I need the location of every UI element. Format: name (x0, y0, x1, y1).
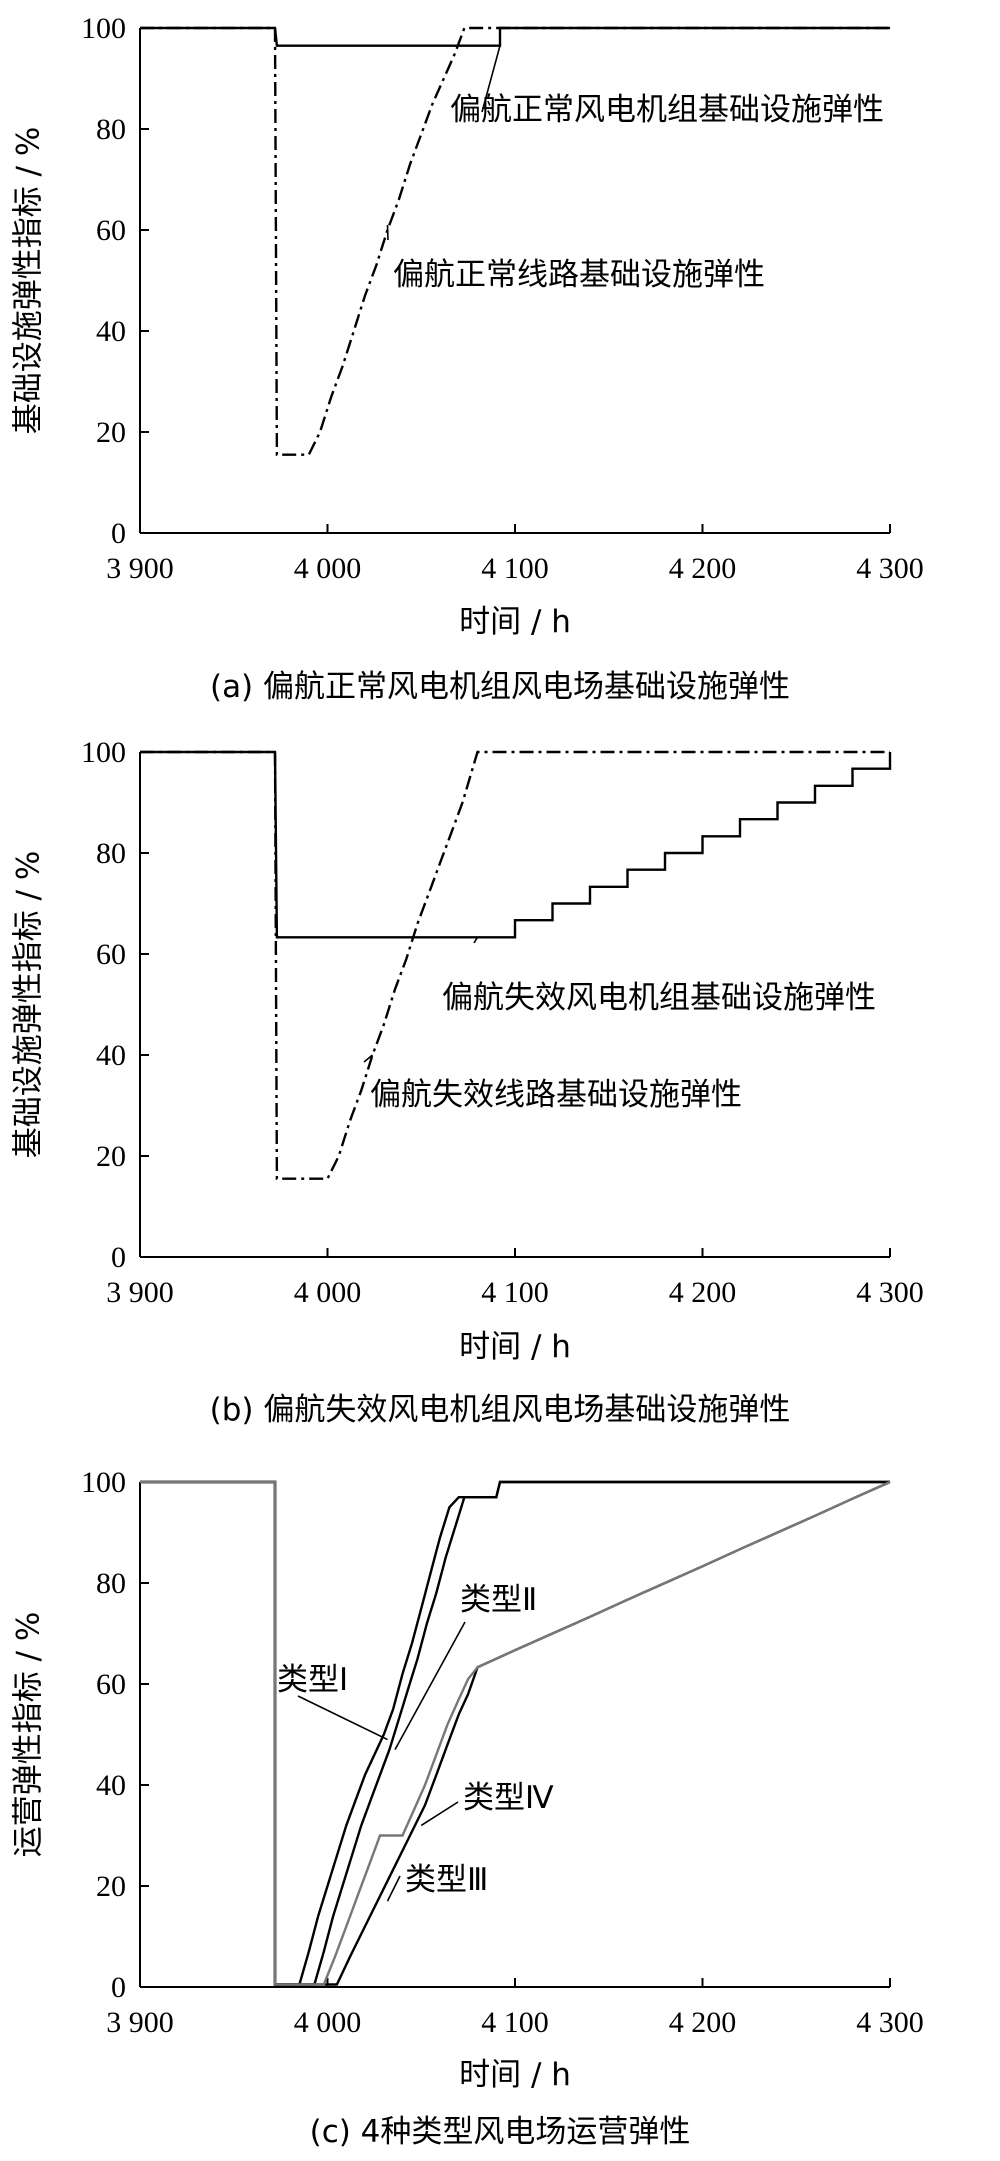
x-tick-label: 4 200 (669, 2006, 737, 2039)
y-tick-label: 40 (96, 1039, 126, 1072)
annotation-leader (386, 224, 389, 241)
y-tick-label: 60 (96, 938, 126, 971)
x-tick-label: 4 300 (856, 552, 924, 585)
y-tick-label: 40 (96, 315, 126, 348)
x-tick-label: 4 100 (481, 552, 549, 585)
annotation-label: 偏航正常线路基础设施弹性 (393, 257, 765, 293)
annotation-leader (473, 936, 479, 944)
annotation-leader (363, 1054, 374, 1063)
annotation-leader (420, 1801, 459, 1827)
x-tick-label: 4 000 (294, 552, 362, 585)
y-axis-title: 基础设施弹性指标 / % (11, 851, 47, 1159)
x-axis-title: 时间 / h (459, 1329, 571, 1365)
x-axis-title: 时间 / h (459, 2057, 571, 2093)
series-line (140, 750, 890, 1180)
annotation-leader (297, 1695, 388, 1741)
x-tick-label: 4 100 (481, 2006, 549, 2039)
y-tick-label: 20 (96, 1870, 126, 1903)
series-line (140, 26, 890, 47)
x-axis-title: 时间 / h (459, 604, 571, 640)
annotation-leader (394, 1621, 466, 1751)
annotation-label: 类型Ⅱ (460, 1582, 537, 1618)
y-axis-title: 运营弹性指标 / % (11, 1612, 47, 1858)
annotation-label: 类型Ⅳ (463, 1780, 554, 1816)
x-tick-label: 4 000 (294, 2006, 362, 2039)
y-axis-title: 基础设施弹性指标 / % (11, 127, 47, 435)
annotation-label: 偏航失效线路基础设施弹性 (370, 1077, 742, 1113)
y-tick-label: 20 (96, 1140, 126, 1173)
x-tick-label: 4 200 (669, 552, 737, 585)
x-tick-label: 4 000 (294, 1276, 362, 1309)
x-tick-label: 3 900 (106, 1276, 174, 1309)
y-tick-label: 100 (81, 12, 126, 45)
series-line (140, 26, 890, 456)
annotation-leader (386, 1875, 401, 1902)
y-tick-label: 100 (81, 736, 126, 769)
x-tick-label: 4 300 (856, 1276, 924, 1309)
y-tick-label: 0 (111, 1971, 126, 2004)
x-tick-label: 4 100 (481, 1276, 549, 1309)
x-tick-label: 3 900 (106, 2006, 174, 2039)
y-tick-label: 0 (111, 517, 126, 550)
y-tick-label: 80 (96, 113, 126, 146)
annotation-label: 偏航失效风电机组基础设施弹性 (442, 980, 876, 1016)
series-line (140, 750, 892, 939)
y-tick-label: 40 (96, 1769, 126, 1802)
chart-panel: 0 20 40 60 80 100 3 900 4 000 4 100 4 200 4 300 时间 … (11, 12, 924, 705)
y-tick-label: 60 (96, 214, 126, 247)
y-tick-label: 100 (81, 1466, 126, 1499)
annotation-label: 类型Ⅰ (277, 1662, 348, 1698)
chart-panel: 0 20 40 60 80 100 3 900 4 000 4 100 4 200 4 300 时间 … (11, 1466, 924, 2150)
chart-caption: (c) 4种类型风电场运营弹性 (310, 2114, 691, 2150)
y-tick-label: 60 (96, 1668, 126, 1701)
annotation-label: 偏航正常风电机组基础设施弹性 (450, 92, 884, 128)
series-line (140, 1480, 890, 1986)
x-tick-label: 4 200 (669, 1276, 737, 1309)
y-tick-label: 80 (96, 1567, 126, 1600)
x-tick-label: 4 300 (856, 2006, 924, 2039)
chart-caption: (b) 偏航失效风电机组风电场基础设施弹性 (210, 1392, 791, 1428)
series-line (140, 1480, 891, 1986)
series-line (140, 1480, 891, 1986)
x-tick-label: 3 900 (106, 552, 174, 585)
y-tick-label: 0 (111, 1241, 126, 1274)
y-tick-label: 20 (96, 416, 126, 449)
chart-panel: 0 20 40 60 80 100 3 900 4 000 4 100 4 200 4 300 时间 … (11, 736, 924, 1428)
y-tick-label: 80 (96, 837, 126, 870)
series-line (140, 1480, 890, 1986)
chart-caption: (a) 偏航正常风电机组风电场基础设施弹性 (210, 669, 790, 705)
annotation-label: 类型Ⅲ (405, 1862, 488, 1898)
annotation-leader (481, 45, 501, 113)
